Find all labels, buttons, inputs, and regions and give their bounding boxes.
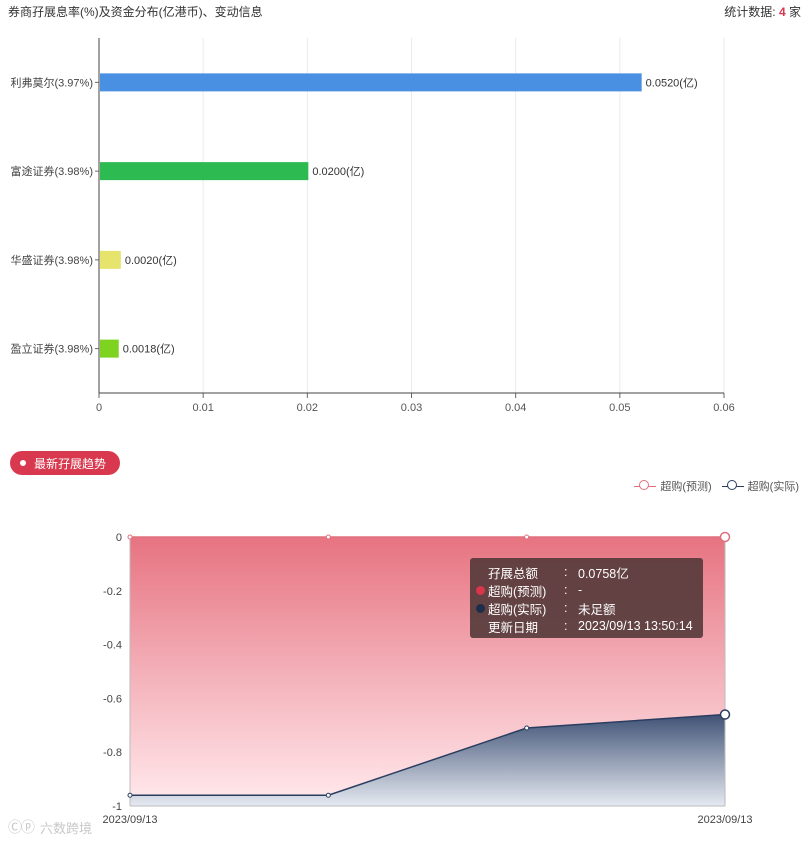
area-ytick-label: -0.8 <box>103 747 122 759</box>
stat-count: 4 <box>778 5 786 19</box>
tooltip-value: - <box>578 583 583 597</box>
bar-data-label: 0.0018(亿) <box>123 343 175 356</box>
legend-forecast-label: 超购(预测) <box>660 481 712 493</box>
bar-category-label: 富途证券(3.98%) <box>10 164 93 178</box>
bar-xtick-label: 0.06 <box>713 402 734 414</box>
area-ytick-label: -0.4 <box>103 640 122 652</box>
watermark: Ⓒⓟ 六数跨境 <box>8 817 92 837</box>
bar-xtick-label: 0.02 <box>297 402 318 414</box>
tooltip-label: 更新日期 <box>488 620 539 635</box>
bar-category-label: 华盛证券(3.98%) <box>10 253 93 267</box>
stat-summary: 统计数据: 4 家 <box>724 3 801 20</box>
forecast-point <box>524 534 530 540</box>
tooltip-value: 0.0758亿 <box>578 566 629 581</box>
forecast-point <box>325 534 331 540</box>
latest-trend-button[interactable]: 最新孖展趋势 <box>10 451 120 475</box>
tooltip-row-actual: 超购(实际) : 未足额 <box>476 599 703 617</box>
bullet-icon <box>20 460 26 466</box>
actual-area <box>130 714 725 806</box>
bar <box>100 162 309 181</box>
bar-data-label: 0.0520(亿) <box>646 76 698 89</box>
legend-actual-label: 超购(实际) <box>747 481 799 493</box>
area-ytick-label: -0.6 <box>103 693 122 705</box>
bar <box>100 339 119 358</box>
tooltip-colon: : <box>564 601 568 615</box>
tooltip-colon: : <box>564 565 568 579</box>
tooltip-row-total: 孖展总额 : 0.0758亿 <box>476 563 703 581</box>
tooltip-label: 孖展总额 <box>488 566 539 581</box>
latest-trend-label: 最新孖展趋势 <box>34 456 107 471</box>
tooltip-value: 2023/09/13 13:50:14 <box>578 619 693 633</box>
forecast-point <box>127 534 133 540</box>
actual-point <box>719 709 731 720</box>
trend-legend: 超购(预测) 超购(实际) <box>624 478 799 494</box>
tooltip-label: 超购(实际) <box>488 602 547 617</box>
tooltip-spacer-icon <box>476 568 485 577</box>
area-xtick-label: 2023/09/13 <box>697 814 752 826</box>
legend-forecast-icon <box>634 479 657 493</box>
actual-dot-icon <box>476 603 485 613</box>
tooltip-spacer-icon <box>476 622 485 631</box>
area-xtick-label: 2023/09/13 <box>102 814 157 826</box>
tooltip-value: 未足额 <box>578 602 616 617</box>
bar-category-label: 利弗莫尔(3.97%) <box>10 75 93 89</box>
tooltip-row-forecast: 超购(预测) : - <box>476 581 703 599</box>
area-ytick-label: -0.2 <box>103 586 122 598</box>
chart-tooltip: 孖展总额 : 0.0758亿 超购(预测) : - 超购(实际) : 未足额 更… <box>470 558 703 638</box>
forecast-dot-icon <box>476 585 485 595</box>
area-ytick-label: 0 <box>116 532 122 544</box>
bar-chart: 0 0.01 0.02 0.03 0.04 0.05 0.06 利弗莫尔(3.97%) 0.05… <box>10 38 735 414</box>
bar-xtick-label: 0.05 <box>609 402 630 414</box>
bar-category-label: 盈立证券(3.98%) <box>10 342 93 356</box>
tooltip-label: 超购(预测) <box>488 584 547 599</box>
tooltip-colon: : <box>564 619 568 633</box>
bar-xtick-label: 0 <box>96 402 102 414</box>
watermark-logo-icon: Ⓒⓟ <box>8 819 35 835</box>
bar-xtick-label: 0.03 <box>401 402 422 414</box>
legend-item-forecast[interactable]: 超购(预测) <box>634 478 712 494</box>
bar-xtick-label: 0.04 <box>505 402 526 414</box>
bar-data-label: 0.0200(亿) <box>312 165 364 178</box>
legend-item-actual[interactable]: 超购(实际) <box>721 478 799 494</box>
chart-title: 券商孖展息率(%)及资金分布(亿港币)、变动信息 <box>8 5 263 19</box>
watermark-text: 六数跨境 <box>40 820 93 836</box>
bar-xtick-label: 0.01 <box>192 402 213 414</box>
area-ytick-label: -1 <box>112 801 122 813</box>
actual-point <box>325 792 331 798</box>
actual-point <box>524 725 530 731</box>
legend-actual-icon <box>721 479 744 493</box>
actual-line <box>130 713 726 796</box>
tooltip-colon: : <box>564 583 568 597</box>
tooltip-row-date: 更新日期 : 2023/09/13 13:50:14 <box>476 617 703 635</box>
bar <box>100 250 121 269</box>
forecast-point <box>719 531 731 543</box>
actual-point <box>127 792 133 798</box>
stat-label: 统计数据: <box>724 5 779 19</box>
bar-data-label: 0.0020(亿) <box>125 254 177 267</box>
stat-unit: 家 <box>788 5 801 19</box>
bar <box>100 73 642 92</box>
